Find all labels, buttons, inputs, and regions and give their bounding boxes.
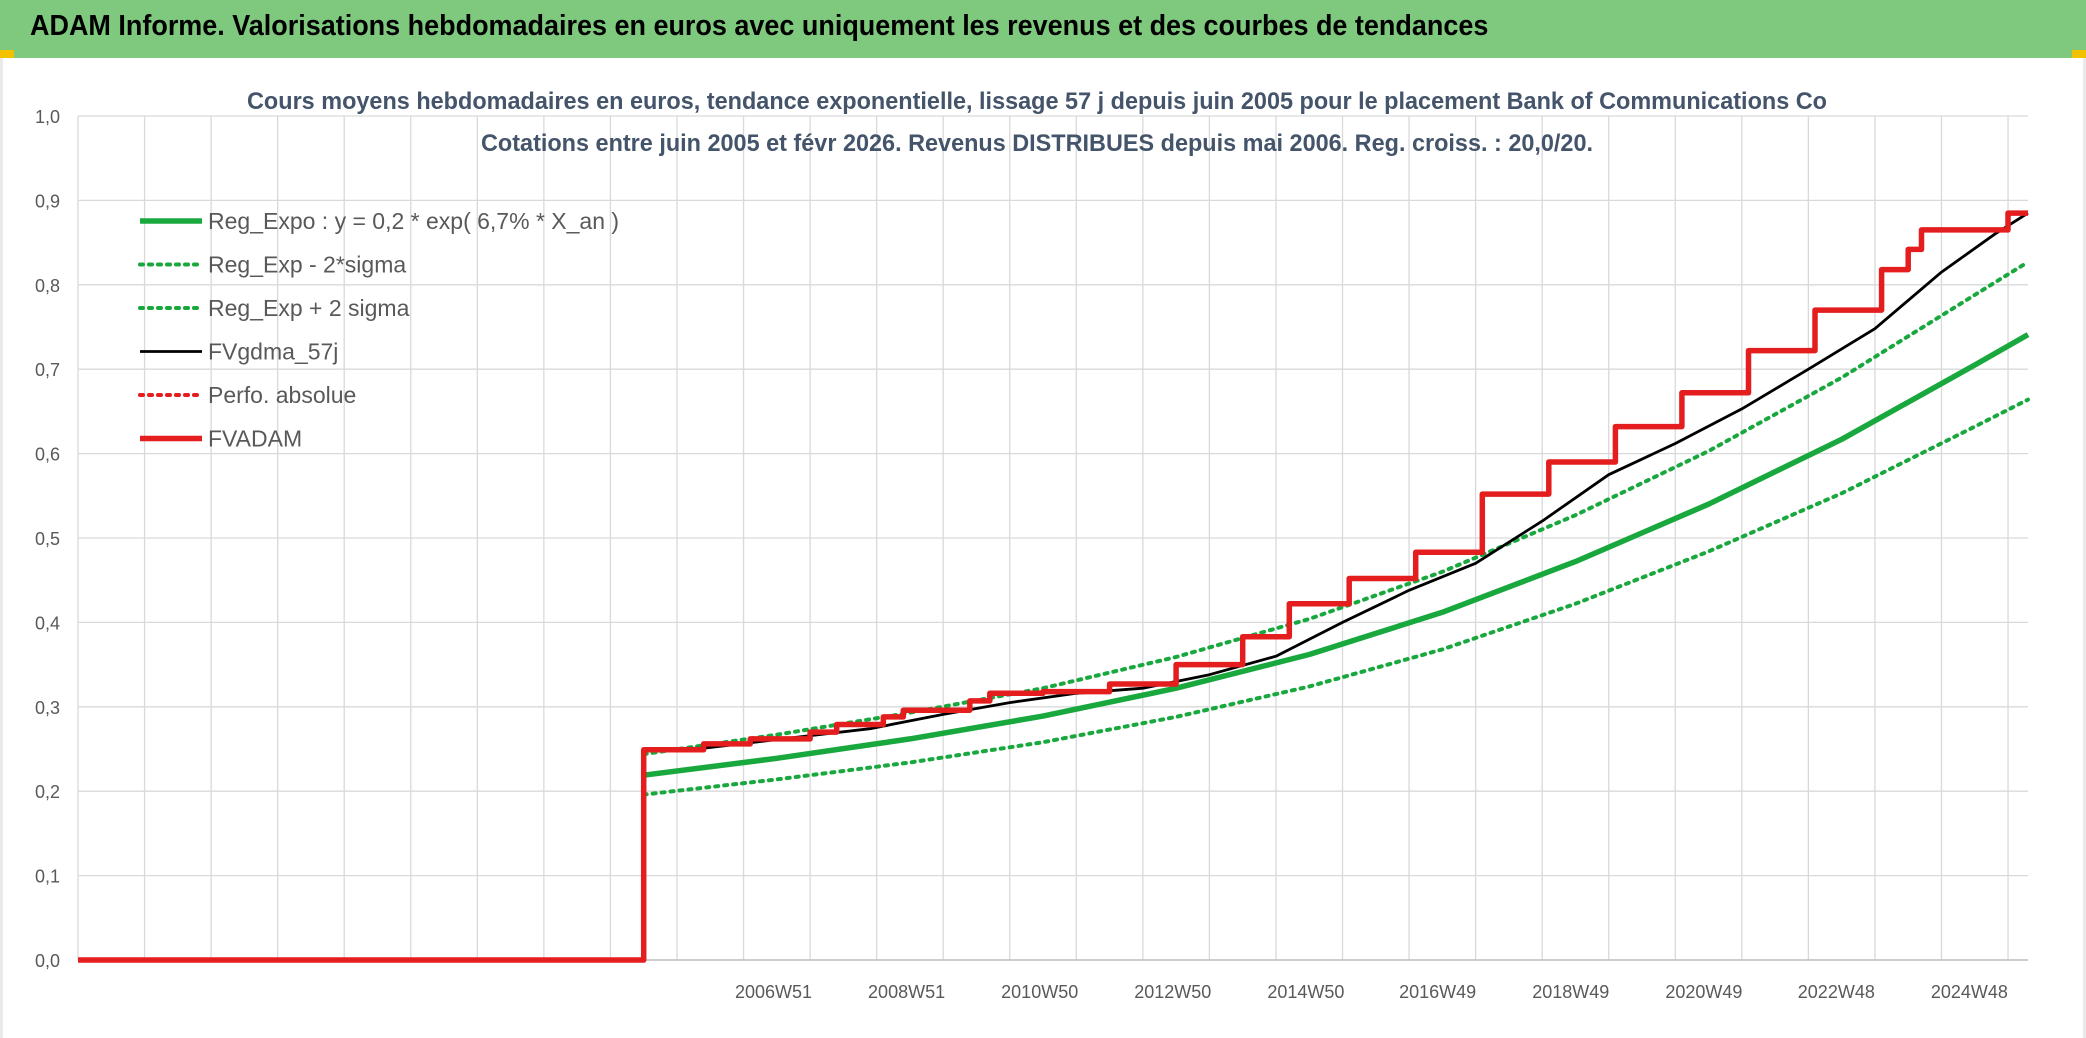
series-line-reg-expo [643,332,2030,778]
x-tick-label: 2018W49 [1532,982,1609,1002]
grid-lines [77,115,2028,961]
y-tick-label: 0,7 [35,360,60,380]
y-tick-label: 0,3 [35,698,60,718]
y-tick-label: 0,6 [35,445,60,465]
x-tick-label: 2012W50 [1134,982,1211,1002]
legend-label: Reg_Exp + 2 sigma [208,295,410,321]
y-tick-label: 1,0 [35,107,60,127]
y-tick-label: 0,8 [35,276,60,296]
legend-label: FVADAM [208,426,302,452]
legend-label: Perfo. absolue [208,382,356,408]
x-tick-label: 2016W49 [1399,982,1476,1002]
y-tick-label: 0,0 [35,951,60,971]
y-axis-tick-labels: 0,0 0,1 0,2 0,3 0,4 0,5 0,6 0,7 0,8 0,9 1,0 [35,107,60,971]
series-line-fvgdma-57j [78,211,2029,962]
y-tick-label: 0,5 [35,529,60,549]
y-tick-label: 0,4 [35,613,60,633]
corner-accent-right [2072,50,2086,58]
chart-frame [0,58,2086,1038]
x-tick-label: 2010W50 [1001,982,1078,1002]
series-lines [78,210,2030,963]
x-tick-label: 2014W50 [1267,982,1344,1002]
series-line-fvadam [78,210,2028,963]
y-tick-label: 0,9 [35,191,60,211]
y-tick-label: 0,2 [35,782,60,802]
x-tick-label: 2024W48 [1931,982,2008,1002]
corner-accent-left [0,50,14,58]
x-tick-label: 2006W51 [735,982,812,1002]
x-tick-label: 2008W51 [868,982,945,1002]
legend-label: FVgdma_57j [208,339,338,365]
legend-label: Reg_Expo : y = 0,2 * exp( 6,7% * X_an ) [208,208,619,234]
chart-title-line2: Cotations entre juin 2005 et févr 2026. … [481,130,1593,157]
legend-label: Reg_Exp - 2*sigma [208,252,406,278]
legend: Reg_Expo : y = 0,2 * exp( 6,7% * X_an ) R… [138,208,619,452]
chart-title-line1: Cours moyens hebdomadaires en euros, ten… [247,88,1827,115]
x-tick-label: 2022W48 [1798,982,1875,1002]
series-line-reg-exp [641,397,2030,797]
report-title: ADAM Informe. Valorisations hebdomadaire… [30,10,1489,42]
x-tick-label: 2020W49 [1665,982,1742,1002]
x-axis-tick-labels: 2006W51 2008W51 2010W50 2012W50 2014W50 2016W… [735,982,2008,1002]
y-tick-label: 0,1 [35,867,60,887]
report-header: ADAM Informe. Valorisations hebdomadaire… [0,0,2086,58]
